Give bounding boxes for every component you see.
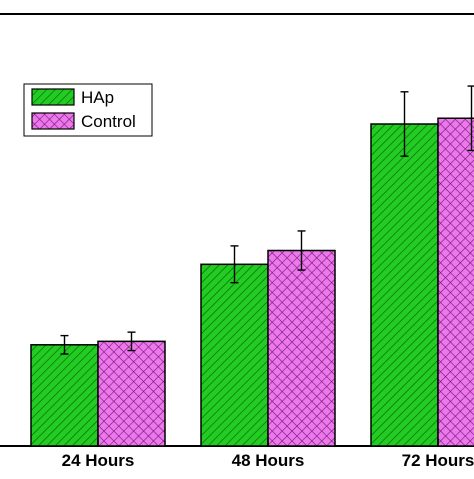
bar-control-0	[98, 341, 165, 446]
legend-swatch-hap	[32, 89, 74, 105]
legend-label-control: Control	[81, 112, 136, 131]
legend-swatch-control	[32, 113, 74, 129]
bar-control-1	[268, 251, 335, 447]
x-tick-label: 24 Hours	[62, 451, 135, 470]
x-tick-label: 48 Hours	[232, 451, 305, 470]
legend: HAp Control	[24, 84, 152, 136]
bar-hap-1	[201, 264, 268, 446]
legend-label-hap: HAp	[81, 88, 114, 107]
bar-hap-2	[371, 124, 438, 446]
bar-hap-0	[31, 345, 98, 446]
x-tick-label: 72 Hours	[402, 451, 474, 470]
bar-control-2	[438, 118, 474, 446]
